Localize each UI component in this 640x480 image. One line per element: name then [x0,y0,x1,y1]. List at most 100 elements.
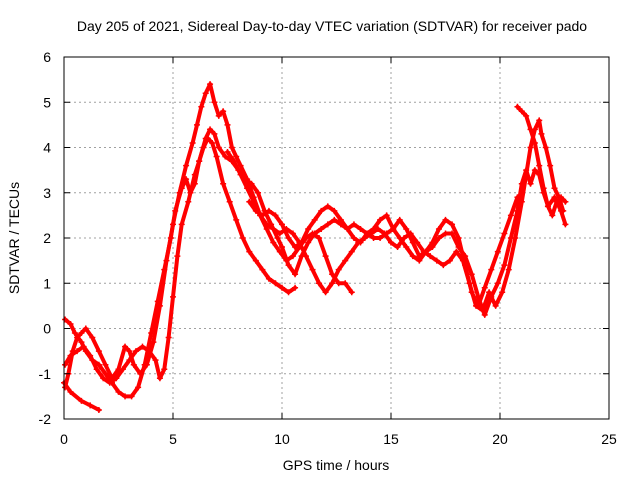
plus-marker [62,316,69,323]
plus-marker [342,257,349,264]
plus-marker [527,126,534,133]
plus-marker [381,230,388,237]
plus-marker [468,271,475,278]
plus-marker [551,185,558,192]
plus-marker [239,235,246,241]
y-axis-label: SDTVAR / TECUs [6,182,22,294]
x-tick-label: 10 [274,431,290,447]
plus-marker [494,248,501,255]
plus-marker [331,216,338,223]
plus-marker [553,198,560,205]
plus-marker [527,144,534,151]
plus-marker [305,239,312,246]
series-pass-4 [62,81,355,391]
plus-marker [95,348,102,355]
plus-marker [215,112,222,119]
y-tick-label: 2 [43,230,51,246]
y-tick-label: 4 [43,140,51,156]
plus-marker [388,239,394,246]
plus-marker [115,388,122,395]
plus-marker [481,311,488,318]
plus-marker [71,330,78,337]
plus-marker [246,248,253,255]
plus-marker [231,158,238,165]
plus-marker [237,171,244,178]
plus-marker [531,139,538,146]
plus-marker [403,244,410,251]
plus-marker [544,203,551,210]
y-tick-label: -1 [39,366,52,382]
plus-marker [279,221,285,228]
plus-marker [191,171,198,178]
plus-marker [285,289,292,296]
plus-marker [244,185,251,192]
plus-marker [479,307,486,314]
plus-marker [265,207,272,214]
plus-marker [488,266,495,273]
plus-marker [255,189,262,196]
plus-marker [501,262,508,269]
plus-marker [514,103,521,110]
plus-marker [100,375,107,382]
plus-marker [220,180,227,187]
plus-marker [292,284,299,291]
data-series [61,81,569,413]
plus-marker [337,216,344,223]
plus-marker [505,266,512,273]
plus-marker [276,230,283,237]
plus-marker [272,280,279,287]
x-tick-label: 25 [601,431,617,447]
plus-marker [309,230,316,237]
plus-marker [69,348,76,355]
plus-marker [396,216,403,223]
plus-marker [213,153,220,160]
plus-marker [562,198,569,205]
plus-marker [547,162,554,169]
plus-marker [433,257,440,264]
plus-marker [531,167,538,174]
plus-marker [211,130,218,137]
x-tick-label: 15 [383,431,399,447]
plus-marker [335,280,342,287]
plus-marker [560,207,567,214]
plus-marker [536,162,543,169]
plus-marker [246,198,253,205]
plus-marker [67,320,74,327]
plus-marker [174,253,181,260]
plus-marker [540,185,547,192]
plus-marker [279,244,285,251]
plus-marker [252,257,259,264]
plus-marker [163,257,170,264]
plus-marker [196,158,203,165]
plus-marker [292,271,299,278]
plus-marker [527,180,534,187]
plus-marker [237,162,244,169]
plus-marker [468,289,475,296]
plus-marker [394,244,401,251]
plus-marker [357,239,364,246]
plus-marker [455,235,462,241]
series-pass-7 [246,194,521,309]
plus-marker [409,253,416,260]
plus-marker [549,212,556,219]
plus-marker [390,225,397,232]
plus-marker [176,189,183,196]
plus-marker [558,194,565,201]
plus-marker [74,334,81,341]
plus-marker [170,221,176,228]
plus-marker [383,212,390,219]
plus-marker [309,266,316,273]
plus-marker [322,253,329,260]
plus-marker [152,357,159,364]
plus-marker [80,343,87,350]
plus-marker [499,289,506,296]
plus-marker [377,235,384,241]
x-tick-label: 0 [60,431,68,447]
y-tick-label: -2 [39,411,52,427]
plus-marker [442,230,449,237]
y-tick-label: 3 [43,185,51,201]
plus-marker [331,207,338,214]
plus-marker [274,235,281,241]
plus-marker [224,149,231,156]
